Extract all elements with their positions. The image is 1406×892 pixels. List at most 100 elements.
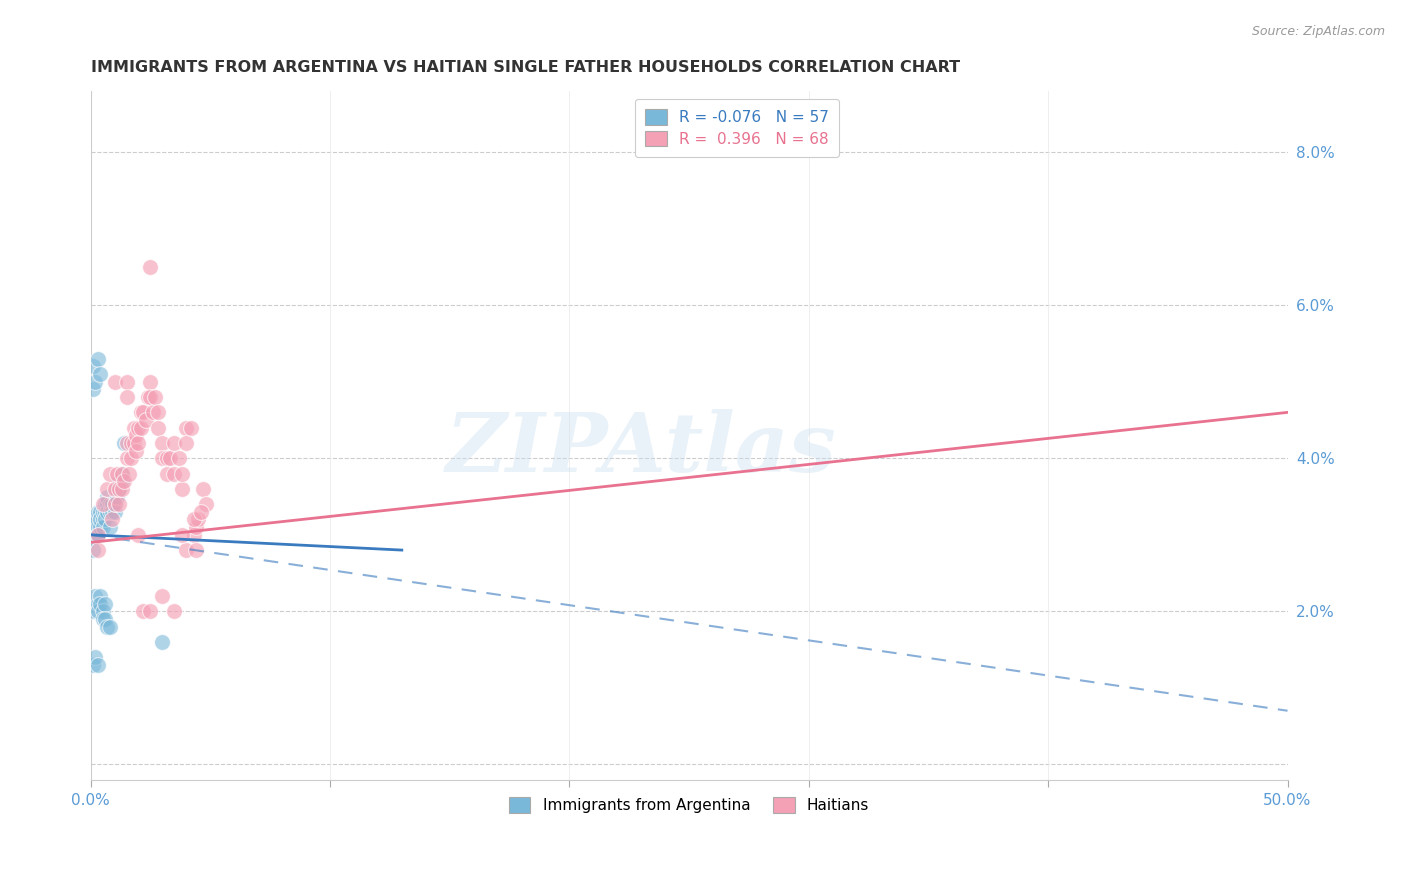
Point bbox=[96, 482, 118, 496]
Point bbox=[115, 451, 138, 466]
Point bbox=[89, 597, 111, 611]
Point bbox=[146, 420, 169, 434]
Point bbox=[82, 543, 104, 558]
Point bbox=[101, 505, 124, 519]
Point bbox=[152, 589, 174, 603]
Point bbox=[96, 497, 118, 511]
Text: Source: ZipAtlas.com: Source: ZipAtlas.com bbox=[1251, 25, 1385, 38]
Point bbox=[82, 383, 104, 397]
Point bbox=[108, 474, 131, 488]
Point bbox=[82, 528, 104, 542]
Point bbox=[128, 528, 150, 542]
Point bbox=[87, 505, 110, 519]
Point bbox=[132, 405, 155, 419]
Point bbox=[142, 405, 165, 419]
Point bbox=[98, 520, 121, 534]
Point bbox=[136, 390, 159, 404]
Point bbox=[84, 589, 107, 603]
Point bbox=[120, 451, 142, 466]
Point bbox=[152, 451, 174, 466]
Point bbox=[87, 604, 110, 618]
Point bbox=[139, 260, 162, 274]
Point bbox=[163, 436, 186, 450]
Point bbox=[129, 420, 152, 434]
Point bbox=[84, 375, 107, 389]
Point bbox=[146, 405, 169, 419]
Point bbox=[183, 512, 205, 526]
Point bbox=[139, 604, 162, 618]
Point bbox=[125, 443, 148, 458]
Point bbox=[122, 420, 145, 434]
Point bbox=[89, 367, 111, 381]
Point bbox=[170, 467, 193, 481]
Point bbox=[91, 604, 114, 618]
Point bbox=[94, 612, 117, 626]
Point bbox=[118, 467, 141, 481]
Point bbox=[132, 604, 155, 618]
Point bbox=[84, 512, 107, 526]
Point bbox=[91, 497, 114, 511]
Point bbox=[103, 497, 125, 511]
Point bbox=[122, 436, 145, 450]
Point bbox=[156, 451, 179, 466]
Point bbox=[84, 650, 107, 665]
Point bbox=[108, 497, 131, 511]
Point bbox=[103, 482, 125, 496]
Point bbox=[190, 505, 212, 519]
Point bbox=[82, 657, 104, 672]
Point bbox=[94, 497, 117, 511]
Point bbox=[184, 543, 207, 558]
Point bbox=[91, 512, 114, 526]
Point bbox=[111, 467, 134, 481]
Point bbox=[159, 451, 181, 466]
Point bbox=[87, 543, 110, 558]
Point bbox=[96, 490, 118, 504]
Point bbox=[82, 359, 104, 374]
Point bbox=[89, 520, 111, 534]
Point bbox=[82, 604, 104, 618]
Point bbox=[167, 451, 190, 466]
Point bbox=[111, 467, 134, 481]
Text: IMMIGRANTS FROM ARGENTINA VS HAITIAN SINGLE FATHER HOUSEHOLDS CORRELATION CHART: IMMIGRANTS FROM ARGENTINA VS HAITIAN SIN… bbox=[90, 60, 960, 75]
Point bbox=[96, 505, 118, 519]
Point bbox=[89, 512, 111, 526]
Point bbox=[170, 528, 193, 542]
Point bbox=[115, 390, 138, 404]
Point bbox=[103, 375, 125, 389]
Point bbox=[91, 505, 114, 519]
Point bbox=[111, 482, 134, 496]
Point bbox=[98, 619, 121, 633]
Point bbox=[101, 512, 124, 526]
Point bbox=[84, 528, 107, 542]
Point bbox=[194, 497, 217, 511]
Point bbox=[112, 436, 135, 450]
Point bbox=[94, 597, 117, 611]
Point bbox=[87, 351, 110, 366]
Point bbox=[170, 482, 193, 496]
Point bbox=[152, 436, 174, 450]
Point bbox=[103, 505, 125, 519]
Point bbox=[111, 474, 134, 488]
Point bbox=[98, 467, 121, 481]
Point bbox=[108, 482, 131, 496]
Point bbox=[87, 520, 110, 534]
Point bbox=[180, 420, 202, 434]
Point bbox=[98, 505, 121, 519]
Point bbox=[139, 390, 162, 404]
Point bbox=[91, 520, 114, 534]
Point bbox=[115, 436, 138, 450]
Point bbox=[163, 467, 186, 481]
Point bbox=[115, 375, 138, 389]
Point bbox=[128, 420, 150, 434]
Point bbox=[105, 482, 128, 496]
Point bbox=[176, 543, 198, 558]
Point bbox=[103, 490, 125, 504]
Point bbox=[87, 528, 110, 542]
Point bbox=[87, 657, 110, 672]
Legend: Immigrants from Argentina, Haitians: Immigrants from Argentina, Haitians bbox=[498, 786, 880, 823]
Point bbox=[101, 497, 124, 511]
Point bbox=[105, 467, 128, 481]
Point bbox=[183, 528, 205, 542]
Point bbox=[87, 597, 110, 611]
Point bbox=[176, 420, 198, 434]
